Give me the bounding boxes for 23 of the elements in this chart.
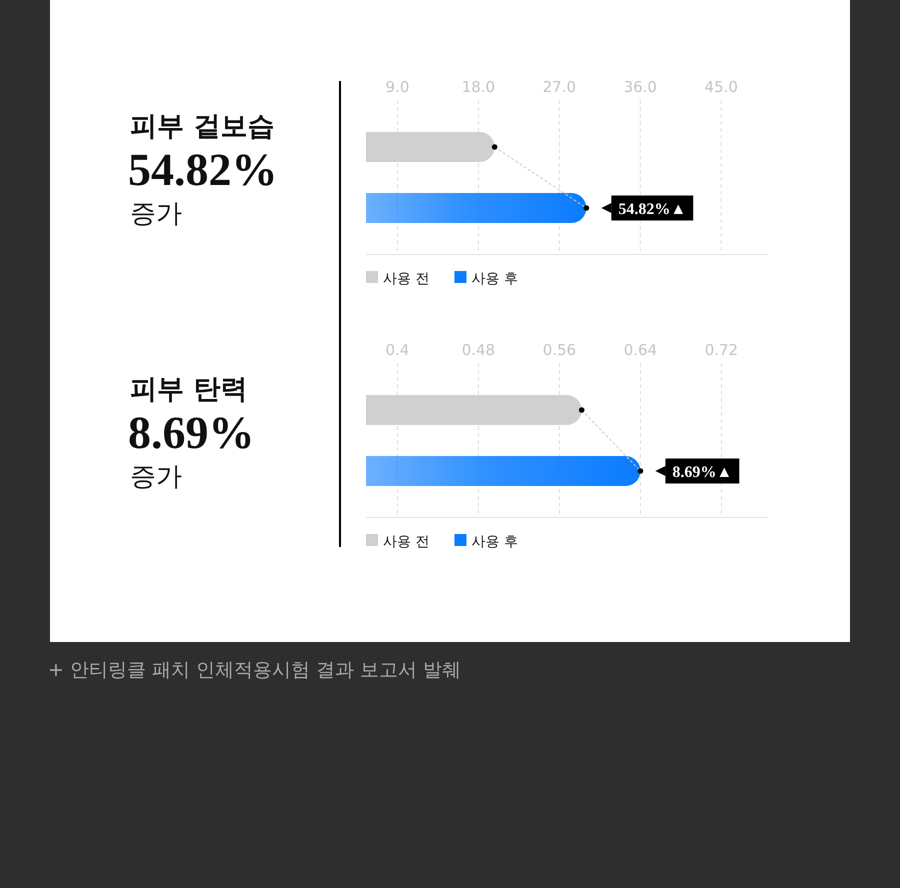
- chart-title: 피부 탄력: [130, 374, 248, 405]
- x-tick-label: 0.48: [462, 341, 496, 359]
- x-tick-label: 36.0: [624, 78, 657, 96]
- x-tick-label: 45.0: [704, 78, 738, 96]
- text: 54.82%: [128, 144, 278, 195]
- text: 8.69%: [128, 407, 254, 458]
- x-tick-label: 0.4: [385, 341, 410, 359]
- x-tick-label: 0.72: [704, 341, 738, 359]
- x-tick-label: 0.64: [624, 341, 658, 359]
- text: 증가: [130, 462, 182, 492]
- annotation: 54.82%▲: [618, 201, 686, 218]
- text: + 안티링클 패치 인체적용시험 결과 보고서 발췌: [48, 659, 462, 681]
- x-tick-label: 18.0: [462, 78, 496, 96]
- annotation: 8.69%▲: [672, 464, 732, 481]
- x-tick-label: 27.0: [542, 78, 576, 96]
- legend-label: 사용 후: [471, 534, 518, 550]
- x-tick-label: 9.0: [386, 78, 410, 96]
- chart-title: 피부 겉보습: [130, 111, 274, 142]
- legend-label: 사용 전: [383, 271, 430, 287]
- x-tick-label: 0.56: [542, 341, 576, 359]
- legend-label: 사용 전: [383, 534, 430, 550]
- legend-label: 사용 후: [471, 271, 518, 287]
- text: 증가: [130, 199, 182, 229]
